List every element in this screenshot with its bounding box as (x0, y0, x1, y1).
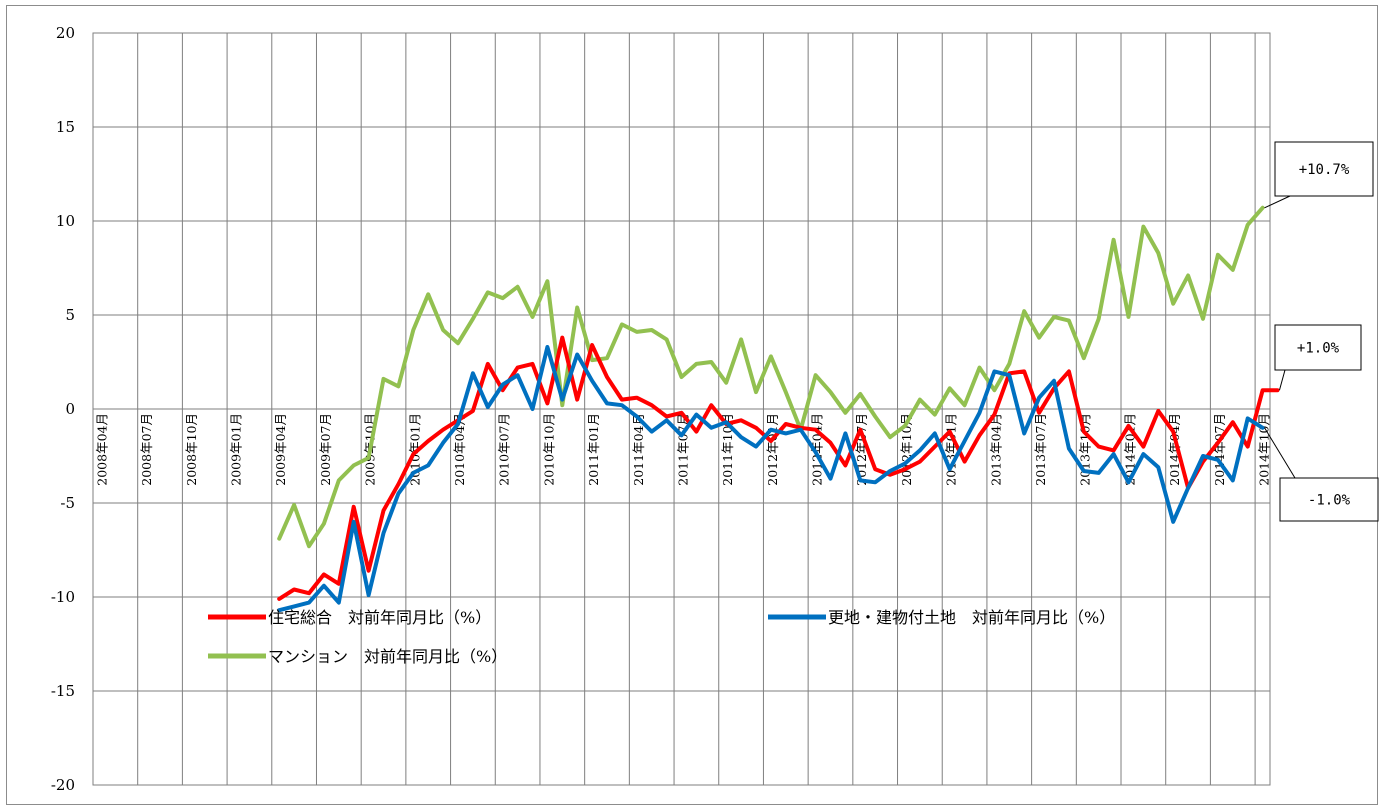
x-tick-label: 2008年04月 (94, 413, 109, 486)
callout-label: -1.0% (1308, 493, 1351, 509)
y-tick-label: 0 (65, 400, 75, 418)
x-tick-label: 2010年01月 (407, 413, 422, 486)
legend-label: 更地・建物付土地 対前年同月比（%） (828, 608, 1115, 627)
series-lines (277, 205, 1280, 613)
y-tick-label: -15 (51, 682, 75, 700)
x-tick-label: 2014年10月 (1257, 413, 1272, 486)
callout-box (1279, 477, 1379, 522)
x-tick-label: 2011年10月 (720, 413, 735, 486)
callout-label: +1.0% (1297, 341, 1340, 357)
x-tick-label: 2011年01月 (586, 413, 601, 486)
callout-leader (1264, 427, 1296, 479)
legend-label: 住宅総合 対前年同月比（%） (268, 608, 491, 627)
y-tick-label: 10 (56, 212, 75, 230)
x-tick-label: 2013年07月 (1033, 413, 1048, 486)
callout-box (1274, 324, 1362, 371)
legend: 住宅総合 対前年同月比（%） 更地・建物付土地 対前年同月比（%） マンション 対前… (208, 608, 1115, 666)
y-axis: 20 15 10 5 0 -5 -10 -15 -20 (51, 24, 75, 794)
x-tick-label: 2011年04月 (631, 413, 646, 486)
x-tick-label: 2008年07月 (139, 413, 154, 486)
x-tick-label: 2009年07月 (318, 413, 333, 486)
callout-box (1274, 141, 1374, 197)
x-axis: 2008年04月 2008年07月 2008年10月 2009年01月 2009年04月… (94, 413, 1271, 486)
x-tick-label: 2010年10月 (541, 413, 556, 486)
y-tick-label: -10 (51, 588, 75, 606)
x-tick-label: 2008年10月 (184, 413, 199, 486)
y-tick-label: -5 (60, 494, 75, 512)
callout-label: +10.7% (1299, 162, 1350, 178)
x-tick-label: 2009年01月 (228, 413, 243, 486)
x-tick-label: 2010年04月 (452, 413, 467, 486)
y-tick-label: -20 (51, 776, 75, 794)
callouts: +10.7% +1.0% -1.0% (1264, 141, 1379, 522)
chart-frame (6, 5, 1378, 805)
callout-leader (1264, 195, 1291, 209)
series-line-2 (277, 205, 1265, 549)
y-tick-label: 20 (56, 24, 75, 42)
x-tick-label: 2013年04月 (988, 413, 1003, 486)
y-tick-label: 15 (56, 118, 75, 136)
grid (92, 32, 1271, 786)
x-tick-label: 2012年01月 (765, 413, 780, 486)
x-tick-label: 2009年04月 (273, 413, 288, 486)
x-tick-label: 2010年07月 (497, 413, 512, 486)
y-tick-label: 5 (65, 306, 75, 324)
legend-label: マンション 対前年同月比（%） (268, 647, 507, 666)
series-line-1 (277, 345, 1265, 613)
callout-leader (1278, 369, 1286, 391)
